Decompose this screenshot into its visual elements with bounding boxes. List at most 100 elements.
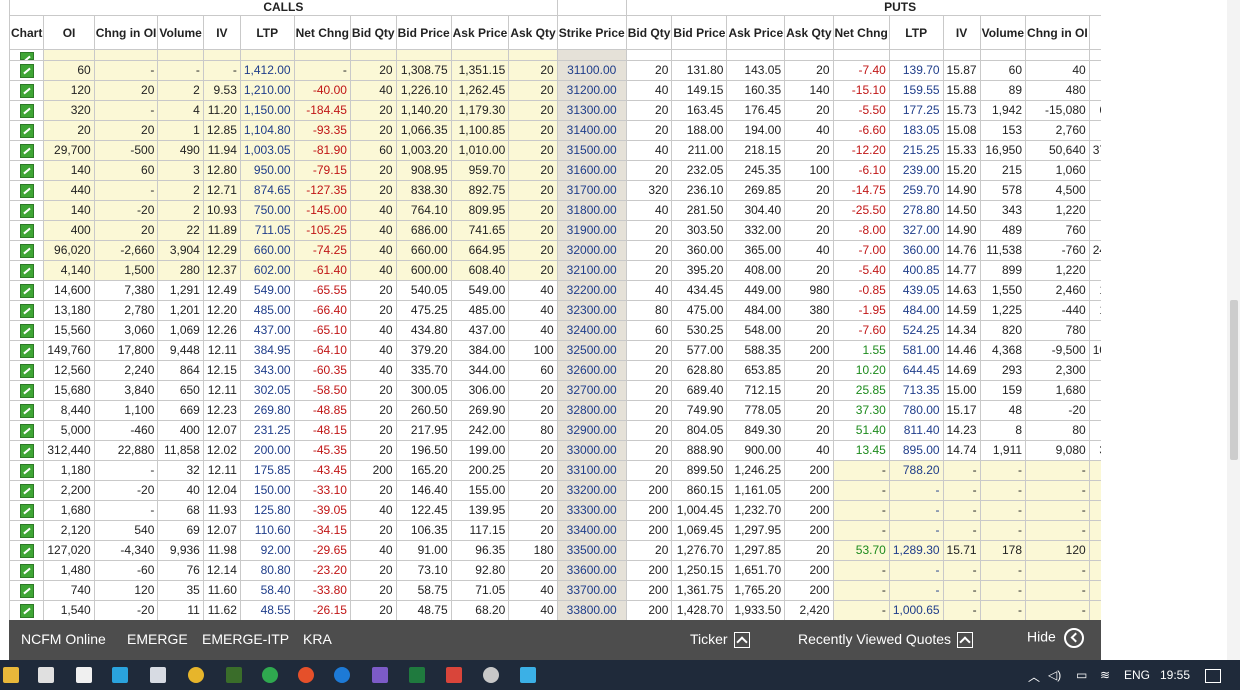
put-ltp[interactable]: 159.55	[888, 80, 944, 101]
media-icon[interactable]	[446, 667, 462, 683]
put-ltp[interactable]: 524.25	[888, 320, 944, 341]
hide-button[interactable]: Hide	[1027, 628, 1084, 648]
call-chart-cell[interactable]	[8, 200, 45, 221]
chart-icon[interactable]	[19, 343, 34, 358]
call-chart-cell[interactable]	[8, 540, 45, 561]
call-ltp[interactable]: 950.00	[239, 160, 295, 181]
put-ltp[interactable]: -	[888, 560, 944, 581]
chart-icon[interactable]	[19, 51, 34, 60]
call-chart-cell[interactable]	[8, 380, 45, 401]
call-chart-cell[interactable]	[8, 280, 45, 301]
put-ltp[interactable]: 780.00	[888, 400, 944, 421]
show-hidden-icons-icon[interactable]: ︿	[1028, 670, 1041, 684]
call-ltp[interactable]: 660.00	[239, 240, 295, 261]
browser-icon[interactable]	[298, 667, 314, 683]
call-ltp[interactable]: 1,412.00	[239, 60, 295, 81]
emerge-itp-link[interactable]: EMERGE-ITP	[202, 631, 290, 647]
chart-icon[interactable]	[19, 423, 34, 438]
call-chart-cell[interactable]	[8, 80, 45, 101]
chart-icon[interactable]	[19, 603, 34, 618]
call-chart-cell[interactable]	[8, 580, 45, 601]
chart-icon[interactable]	[19, 503, 34, 518]
chart-icon[interactable]	[19, 323, 34, 338]
call-ltp[interactable]: 437.00	[239, 320, 295, 341]
store-icon[interactable]	[38, 667, 54, 683]
call-chart-cell[interactable]	[8, 320, 45, 341]
chart-icon[interactable]	[19, 123, 34, 138]
put-ltp[interactable]: -	[888, 520, 944, 541]
ncfm-online-link[interactable]: NCFM Online	[21, 631, 106, 647]
chart-icon[interactable]	[19, 103, 34, 118]
call-ltp[interactable]: 1,104.80	[239, 120, 295, 141]
put-ltp[interactable]: 239.00	[888, 160, 944, 181]
call-chart-cell[interactable]	[8, 120, 45, 141]
chart-icon[interactable]	[19, 583, 34, 598]
put-ltp[interactable]: 581.00	[888, 340, 944, 361]
telegram-icon[interactable]	[112, 667, 128, 683]
put-ltp[interactable]: 259.70	[888, 180, 944, 201]
call-ltp[interactable]: 343.00	[239, 360, 295, 381]
call-chart-cell[interactable]	[8, 340, 45, 361]
put-ltp[interactable]: -	[888, 500, 944, 521]
call-chart-cell[interactable]	[8, 440, 45, 461]
call-ltp[interactable]: 549.00	[239, 280, 295, 301]
call-chart-cell[interactable]	[8, 240, 45, 261]
chart-icon[interactable]	[19, 163, 34, 178]
call-ltp[interactable]: 711.05	[239, 220, 295, 241]
chrome-icon[interactable]	[188, 667, 204, 683]
chart-icon[interactable]	[19, 223, 34, 238]
emerge-link[interactable]: EMERGE	[127, 631, 188, 647]
chart-icon[interactable]	[19, 263, 34, 278]
chart-icon[interactable]	[19, 303, 34, 318]
call-ltp[interactable]: 125.80	[239, 500, 295, 521]
scrollbar-thumb[interactable]	[1230, 300, 1238, 460]
call-ltp[interactable]: 302.05	[239, 380, 295, 401]
pi-app-icon[interactable]	[262, 667, 278, 683]
chart-icon[interactable]	[19, 183, 34, 198]
call-ltp[interactable]: 485.00	[239, 300, 295, 321]
language-indicator[interactable]: ENG	[1124, 668, 1151, 682]
chart-icon[interactable]	[19, 403, 34, 418]
call-chart-cell[interactable]	[8, 420, 45, 441]
put-ltp[interactable]: -	[888, 580, 944, 601]
put-ltp[interactable]: 811.40	[888, 420, 944, 441]
chart-icon[interactable]	[19, 383, 34, 398]
call-ltp[interactable]: 80.80	[239, 560, 295, 581]
put-ltp[interactable]: 215.25	[888, 140, 944, 161]
call-chart-cell[interactable]	[8, 100, 45, 121]
call-chart-cell[interactable]	[8, 460, 45, 481]
battery-icon[interactable]: ▭	[1076, 668, 1088, 682]
call-ltp[interactable]: 92.00	[239, 540, 295, 561]
call-ltp[interactable]: 1,150.00	[239, 100, 295, 121]
call-chart-cell[interactable]	[8, 400, 45, 421]
put-ltp[interactable]: 278.80	[888, 200, 944, 221]
put-ltp[interactable]: 713.35	[888, 380, 944, 401]
recently-viewed-toggle[interactable]: Recently Viewed Quotes	[798, 631, 974, 649]
call-chart-cell[interactable]	[8, 140, 45, 161]
chart-icon[interactable]	[19, 543, 34, 558]
call-chart-cell[interactable]	[8, 600, 45, 620]
put-ltp[interactable]: 1,289.30	[888, 540, 944, 561]
volume-icon[interactable]: ◁)	[1048, 668, 1062, 682]
put-ltp[interactable]: 183.05	[888, 120, 944, 141]
call-ltp[interactable]: 110.60	[239, 520, 295, 541]
chart-icon[interactable]	[19, 483, 34, 498]
call-ltp[interactable]: 200.00	[239, 440, 295, 461]
put-ltp[interactable]: 327.00	[888, 220, 944, 241]
ticker-toggle[interactable]: Ticker	[690, 631, 750, 649]
call-chart-cell[interactable]	[8, 480, 45, 501]
chart-icon[interactable]	[19, 63, 34, 78]
put-ltp[interactable]: -	[888, 480, 944, 501]
call-ltp[interactable]: 269.80	[239, 400, 295, 421]
wifi-icon[interactable]: ≋	[1100, 668, 1111, 682]
call-chart-cell[interactable]	[8, 500, 45, 521]
call-ltp[interactable]: 874.65	[239, 180, 295, 201]
chart-icon[interactable]	[19, 523, 34, 538]
call-ltp[interactable]: 384.95	[239, 340, 295, 361]
tool-icon[interactable]	[483, 667, 499, 683]
put-ltp[interactable]: 400.85	[888, 260, 944, 281]
call-chart-cell[interactable]	[8, 180, 45, 201]
call-ltp[interactable]: 602.00	[239, 260, 295, 281]
chart-icon[interactable]	[19, 203, 34, 218]
chart-icon[interactable]	[19, 463, 34, 478]
